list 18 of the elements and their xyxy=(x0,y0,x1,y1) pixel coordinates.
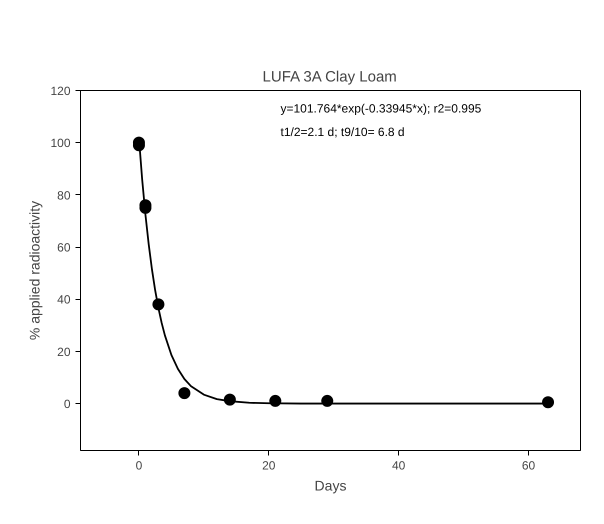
x-tick-label: 40 xyxy=(392,458,406,472)
annotation: y=101.764*exp(-0.33945*x); r2=0.995 xyxy=(280,102,482,116)
point xyxy=(542,396,554,408)
x-tick-label: 20 xyxy=(262,458,276,472)
y-tick-label: 120 xyxy=(50,84,71,98)
point xyxy=(178,387,190,400)
y-axis-title: % applied radioactivity xyxy=(26,200,42,340)
y-tick-label: 40 xyxy=(57,292,71,307)
x-axis-title: Days xyxy=(314,478,346,494)
annotation: t1/2=2.1 d; t9/10= 6.8 d xyxy=(280,125,405,140)
x-tick-label: 60 xyxy=(522,458,536,472)
x-tick-label: 0 xyxy=(136,458,143,472)
y-tick-label: 0 xyxy=(64,397,71,412)
y-tick-label: 20 xyxy=(57,344,71,359)
chart-title: LUFA 3A Clay Loam xyxy=(262,68,397,86)
y-tick-label: 80 xyxy=(57,188,71,202)
y-tick-label: 60 xyxy=(57,240,71,255)
y-tick-label: 100 xyxy=(50,136,71,150)
